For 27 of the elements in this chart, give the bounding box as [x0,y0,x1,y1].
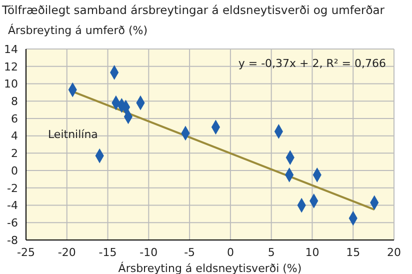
y-tick-label: 6 [11,112,18,126]
x-tick-label: -20 [58,246,76,259]
y-tick-label: -4 [7,199,18,212]
y-tick-label: 4 [11,130,18,143]
x-tick-label: -25 [17,246,35,259]
x-tick-label: 20 [387,246,401,259]
x-tick-label: -15 [98,246,117,259]
x-tick-label: -5 [184,246,196,259]
y-axis-title: Ársbreyting á umferð (%) [8,24,148,37]
x-tick-label: 15 [346,246,360,259]
x-tick-label: 0 [226,246,234,259]
x-tick-label: -10 [140,246,158,259]
text: Leitnilína [48,128,98,141]
x-tick-label: 10 [305,246,320,259]
y-tick-label: 0 [11,164,18,178]
annotation: y = -0,37x + 2, R² = 0,766 [238,57,386,70]
chart-title: Tölfræðilegt samband ársbreytingar á eldsneytisverði og umferðar [2,3,385,17]
y-tick-label: -6 [7,216,18,230]
y-tick-label: 2 [11,147,18,160]
y-tick-label: 14 [4,42,18,56]
y-tick-label: 10 [4,78,18,91]
x-tick-label: 5 [268,246,275,259]
y-tick-label: -2 [7,182,18,195]
y-tick-label: 8 [11,94,18,108]
y-tick-label: -8 [7,234,18,247]
y-tick-label: 12 [4,60,18,74]
x-axis-title: Ársbreyting á eldsneytisverði (%) [118,261,302,274]
